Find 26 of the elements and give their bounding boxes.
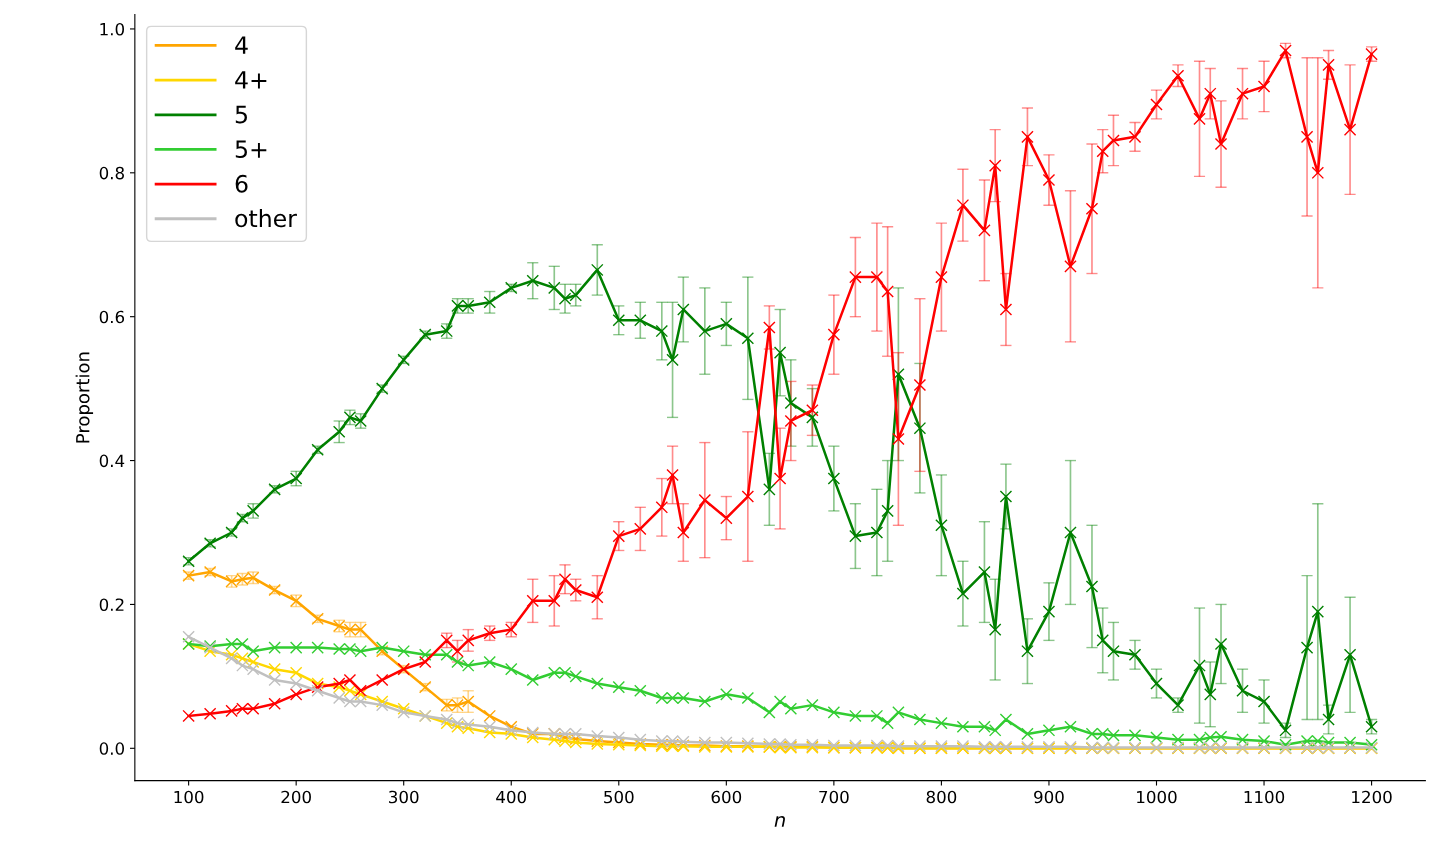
x-tick-label: 800	[926, 790, 957, 804]
x-tick-label: 200	[281, 790, 311, 804]
x-tick-label: 1100	[1244, 790, 1285, 804]
y-tick-label: 0.8	[99, 166, 124, 180]
x-tick-label: 300	[389, 790, 419, 804]
legend-label: 5	[235, 105, 247, 124]
x-tick-label: 100	[174, 790, 204, 804]
y-tick-label: 0.6	[99, 310, 125, 324]
y-tick-label: 0.0	[99, 742, 125, 755]
x-tick-label: 700	[819, 790, 849, 804]
x-tick-label: 1200	[1352, 790, 1392, 804]
x-tick-label: 500	[604, 790, 634, 804]
x-axis-title: n	[774, 815, 785, 827]
y-tick-label: 0.2	[99, 598, 124, 611]
y-tick-label: 0.4	[99, 454, 125, 468]
y-axis-title: Proportion	[75, 352, 94, 443]
legend-label: 4+	[235, 71, 267, 89]
legend-label: other	[235, 209, 297, 228]
x-tick-label: 1000	[1137, 790, 1177, 804]
x-tick-label: 900	[1034, 790, 1064, 804]
legend-label: 6	[235, 174, 248, 193]
legend-label: 5+	[235, 140, 267, 159]
legend-label: 4	[235, 36, 248, 54]
x-tick-label: 600	[711, 790, 742, 804]
y-tick-label: 1.0	[100, 22, 125, 36]
x-tick-label: 400	[496, 790, 527, 804]
